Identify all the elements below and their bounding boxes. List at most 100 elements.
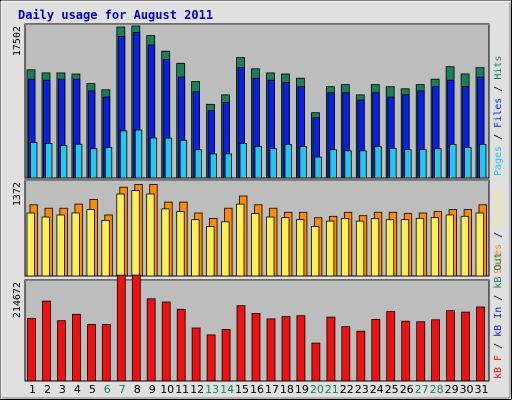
bar-pages-day-9 — [149, 137, 158, 179]
bar-kbf-day-31 — [476, 306, 485, 382]
bar-kbf-day-29 — [446, 310, 456, 382]
bar-pages-day-27 — [419, 149, 427, 179]
bar-visits-day-16 — [251, 213, 260, 277]
day-label-15: 15 — [235, 383, 249, 396]
day-label-11: 11 — [175, 383, 189, 396]
bar-visits-day-27 — [415, 217, 425, 277]
bar-kbf-day-8 — [131, 274, 141, 382]
day-label-26: 26 — [400, 383, 414, 396]
bar-pages-day-3 — [60, 145, 68, 179]
bar-pages-day-16 — [254, 146, 262, 179]
day-label-14: 14 — [220, 383, 234, 396]
day-label-4: 4 — [74, 383, 81, 396]
day-label-19: 19 — [295, 383, 309, 396]
bar-visits-day-21 — [325, 220, 335, 277]
bar-kbf-day-20 — [311, 342, 321, 382]
bar-kbf-day-7 — [116, 274, 126, 382]
bar-pages-day-21 — [329, 149, 337, 179]
bar-kbf-day-9 — [146, 298, 156, 382]
bar-visits-day-5 — [86, 209, 95, 277]
day-label-9: 9 — [149, 383, 156, 396]
bar-visits-day-7 — [116, 193, 125, 277]
legend-3-part-2: / — [493, 337, 504, 355]
day-label-17: 17 — [265, 383, 279, 396]
legend-1-part-5: Hits — [493, 56, 504, 80]
bar-kbf-day-22 — [341, 326, 351, 382]
legend-2-part-1: Sites — [493, 244, 504, 274]
day-label-2: 2 — [44, 383, 51, 396]
bar-visits-day-2 — [41, 216, 50, 277]
bar-pages-day-30 — [464, 147, 472, 179]
y-max-label-1: 17502 — [12, 26, 23, 56]
bar-kbf-day-23 — [356, 330, 366, 382]
bar-pages-day-10 — [164, 137, 173, 179]
bars — [26, 25, 487, 382]
y-max-label-2: 1372 — [12, 182, 23, 206]
bar-visits-day-19 — [295, 219, 305, 277]
bar-visits-day-17 — [266, 216, 275, 277]
day-label-7: 7 — [119, 383, 126, 396]
bar-pages-day-19 — [299, 146, 307, 179]
day-label-25: 25 — [385, 383, 399, 396]
bar-pages-day-15 — [239, 142, 247, 179]
bar-visits-day-25 — [385, 219, 395, 277]
graph-title: Daily usage for August 2011 — [18, 8, 213, 22]
bar-pages-day-1 — [30, 141, 38, 179]
day-label-6: 6 — [104, 383, 111, 396]
bar-visits-day-23 — [355, 220, 365, 277]
day-label-21: 21 — [325, 383, 339, 396]
legend-1-part-4: / — [493, 80, 504, 98]
bar-pages-day-12 — [194, 149, 203, 179]
bar-kbf-day-6 — [101, 323, 111, 382]
bar-kbf-day-26 — [401, 320, 411, 382]
bar-kbf-day-5 — [87, 323, 96, 382]
day-label-18: 18 — [280, 383, 294, 396]
day-label-10: 10 — [160, 383, 174, 396]
bar-kbf-day-12 — [191, 327, 201, 382]
day-label-29: 29 — [445, 383, 459, 396]
legend-1-part-3: Files — [493, 98, 504, 128]
bar-visits-day-1 — [26, 212, 35, 277]
bar-visits-day-24 — [370, 217, 380, 277]
legend-1: Pages / Files / Hits — [493, 56, 504, 176]
bar-kbf-day-17 — [266, 318, 276, 382]
bar-kbf-day-2 — [42, 300, 51, 382]
bar-pages-day-13 — [209, 153, 218, 179]
bar-kbf-day-21 — [326, 316, 336, 382]
day-label-31: 31 — [475, 383, 489, 396]
bar-pages-day-5 — [90, 148, 98, 179]
legend-2-part-2: / — [493, 226, 504, 244]
bar-visits-day-12 — [191, 219, 200, 277]
bar-visits-day-6 — [101, 219, 110, 277]
bar-pages-day-31 — [479, 143, 487, 179]
bar-kbf-day-24 — [371, 318, 381, 382]
legend-1-part-2: / — [493, 128, 504, 146]
bar-pages-day-26 — [404, 149, 412, 179]
bar-kbf-day-25 — [386, 311, 396, 382]
day-label-8: 8 — [134, 383, 141, 396]
bar-visits-day-14 — [221, 221, 230, 277]
day-label-22: 22 — [340, 383, 354, 396]
bar-visits-day-18 — [281, 217, 290, 277]
day-label-16: 16 — [250, 383, 264, 396]
bar-kbf-day-18 — [281, 316, 291, 382]
bar-kbf-day-19 — [296, 315, 306, 382]
bar-pages-day-7 — [119, 130, 128, 179]
bar-kbf-day-15 — [236, 305, 246, 382]
bar-visits-day-10 — [161, 208, 170, 277]
bar-pages-day-4 — [75, 143, 83, 179]
bar-visits-day-9 — [146, 193, 155, 277]
bar-pages-day-28 — [434, 148, 442, 179]
day-labels: 1 2 3 4 5 6 7 8 9 10 11 12 13 14 15 16 17 18 19 20 21 22 23 24 2… — [29, 383, 489, 396]
bar-kbf-day-11 — [176, 308, 186, 382]
legend-2: Sites / Visits — [493, 190, 504, 274]
bar-kbf-day-14 — [221, 328, 231, 382]
day-label-23: 23 — [355, 383, 369, 396]
legend-3: kB F / kB In / kB Out — [493, 253, 504, 379]
bar-pages-day-17 — [269, 148, 277, 179]
bar-pages-day-25 — [389, 147, 397, 179]
bar-pages-day-6 — [104, 147, 113, 179]
